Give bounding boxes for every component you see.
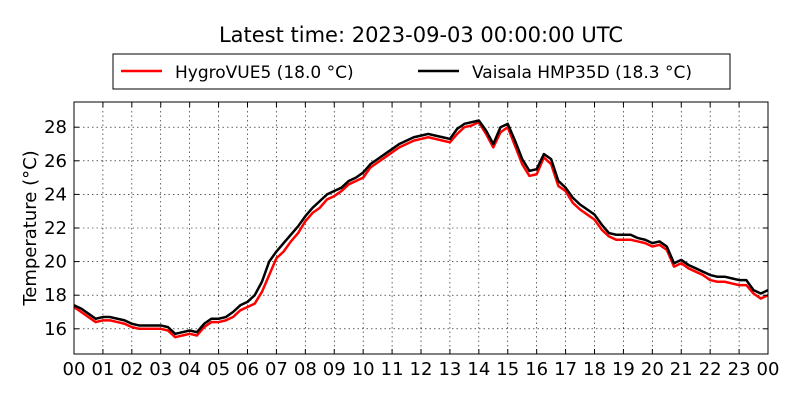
x-tick-label: 17: [554, 359, 577, 380]
x-tick-label: 23: [728, 359, 751, 380]
plot-frame: [73, 101, 769, 355]
y-tick-label: 28: [44, 117, 67, 138]
y-tick-label: 24: [44, 184, 67, 205]
legend: HygroVUE5 (18.0 °C) Vaisala HMP35D (18.3…: [112, 53, 731, 90]
y-tick-label: 16: [44, 319, 67, 340]
x-tick-label: 10: [352, 359, 375, 380]
x-tick-label: 16: [525, 359, 548, 380]
x-tick-label: 02: [120, 359, 143, 380]
x-tick-label: 20: [641, 359, 664, 380]
y-tick-label: 22: [44, 218, 67, 239]
legend-label-vaisala: Vaisala HMP35D (18.3 °C): [472, 63, 692, 83]
x-tick-label: 14: [467, 359, 490, 380]
x-tick-label: 05: [207, 359, 230, 380]
x-tick-label: 00: [757, 359, 780, 380]
x-tick-label: 21: [670, 359, 693, 380]
plot-lines: [73, 119, 769, 339]
hygrovue5-series-line: [73, 120, 769, 339]
x-tick-label: 12: [410, 359, 433, 380]
x-tick-label: 11: [381, 359, 404, 380]
x-tick-label: 09: [323, 359, 346, 380]
x-tick-label: 07: [265, 359, 288, 380]
x-tick-label: 15: [496, 359, 519, 380]
x-tick-label: 03: [149, 359, 172, 380]
x-tick-label: 13: [438, 359, 461, 380]
y-tick-label: 18: [44, 285, 67, 306]
x-tick-label: 00: [63, 359, 86, 380]
x-tick-label: 04: [178, 359, 201, 380]
x-tick-label: 18: [583, 359, 606, 380]
x-tick-label: 22: [699, 359, 722, 380]
x-tick-label: 19: [612, 359, 635, 380]
chart-title: Latest time: 2023-09-03 00:00:00 UTC: [219, 23, 623, 47]
x-tick-label: 01: [91, 359, 114, 380]
x-tick-label: 08: [294, 359, 317, 380]
y-axis-label: Temperature (°C): [20, 150, 41, 306]
y-tick-label: 26: [44, 151, 67, 172]
grid: [74, 102, 768, 354]
legend-label-hygrovue5: HygroVUE5 (18.0 °C): [175, 63, 354, 83]
x-tick-label: 06: [236, 359, 259, 380]
y-tick-label: 20: [44, 252, 67, 273]
vaisala-series-line: [73, 119, 769, 336]
tick-labels: 00 01 02 03 04 05 06 07 08 09 10 11 12 13 14 15 16 17 18 19…: [44, 117, 779, 380]
